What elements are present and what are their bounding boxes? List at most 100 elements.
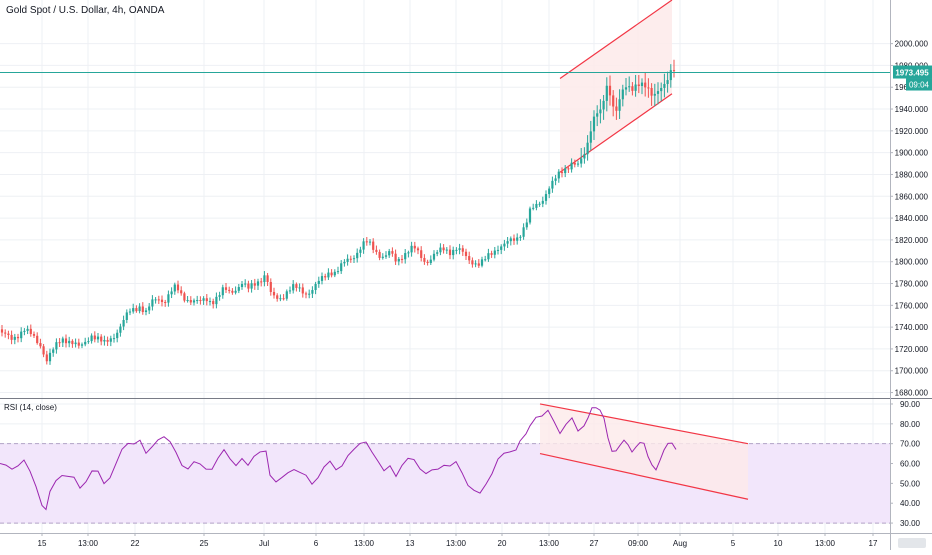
- candle-body: [621, 89, 624, 100]
- candle-body: [624, 87, 628, 90]
- candle-body: [192, 300, 196, 303]
- candle-body: [388, 251, 391, 256]
- candle-body: [144, 310, 148, 313]
- candle-body: [599, 109, 602, 114]
- candle-body: [317, 280, 320, 284]
- candle-body: [352, 258, 356, 260]
- candle-body: [672, 70, 676, 72]
- candle-body: [167, 294, 170, 303]
- candle-body: [586, 142, 589, 155]
- candle-body: [516, 237, 519, 241]
- candle-body: [266, 275, 269, 282]
- candle-body: [525, 222, 528, 228]
- candle-body: [84, 341, 87, 345]
- candle-body: [349, 258, 352, 260]
- candle-body: [55, 342, 58, 350]
- candle-body: [474, 263, 477, 265]
- candle-body: [442, 247, 445, 251]
- candle-body: [669, 70, 672, 81]
- price-tick-label: 1780.000: [895, 280, 929, 289]
- candle-body: [32, 334, 36, 336]
- x-tick-label: 13:00: [539, 539, 560, 548]
- x-tick-label: Aug: [673, 539, 687, 548]
- candle-body: [458, 248, 461, 250]
- candle-body: [71, 340, 74, 345]
- candle-body: [205, 298, 208, 302]
- candle-body: [228, 289, 231, 291]
- candle-body: [455, 249, 458, 251]
- candle-body: [365, 241, 368, 243]
- candle-body: [128, 311, 132, 313]
- candle-body: [663, 83, 666, 88]
- candle-body: [628, 86, 631, 88]
- candle-body: [381, 256, 384, 258]
- candle-body: [93, 335, 96, 340]
- candle-body: [224, 287, 228, 290]
- candle-body: [160, 299, 164, 303]
- candle-body: [109, 338, 112, 342]
- candle-body: [400, 258, 404, 260]
- candle-body: [189, 300, 192, 303]
- candle-body: [500, 246, 503, 250]
- candle-body: [116, 332, 119, 339]
- x-tick-label: 20: [498, 539, 507, 548]
- candle-body: [410, 245, 413, 253]
- price-tick-label: 1920.000: [895, 127, 929, 136]
- candle-body: [282, 298, 285, 300]
- candle-body: [45, 354, 48, 362]
- candle-body: [477, 263, 480, 266]
- candle-body: [212, 301, 215, 305]
- candle-body: [26, 328, 29, 331]
- candle-body: [314, 283, 317, 291]
- candle-body: [231, 290, 234, 293]
- candle-body: [503, 243, 506, 247]
- x-tick-label: 25: [200, 539, 209, 548]
- candle-body: [180, 290, 183, 294]
- rsi-channel-fill: [540, 403, 748, 500]
- price-tick-label: 1900.000: [895, 149, 929, 158]
- candle-body: [196, 300, 199, 302]
- x-tick-label: 13:00: [446, 539, 467, 548]
- candle-body: [324, 276, 327, 278]
- candle-body: [394, 253, 397, 262]
- candle-body: [221, 287, 224, 296]
- candle-body: [368, 241, 372, 243]
- candle-body: [468, 256, 471, 261]
- candle-body: [580, 158, 583, 164]
- rsi-title: RSI (14, close): [4, 403, 57, 412]
- price-tick-label: 1840.000: [895, 214, 929, 223]
- rsi-band: [0, 443, 890, 524]
- candle-body: [346, 258, 349, 262]
- candle-body: [573, 162, 576, 165]
- price-tick-label: 1700.000: [895, 367, 929, 376]
- candle-body: [448, 249, 452, 256]
- candle-body: [445, 249, 448, 251]
- candle-body: [327, 272, 330, 278]
- candle-body: [634, 84, 637, 91]
- rsi-tick-label: 60.00: [900, 460, 921, 469]
- last-price-badge: [893, 65, 932, 79]
- x-tick-label: 09:00: [628, 539, 649, 548]
- price-channel-fill: [560, 0, 672, 173]
- countdown-label: 09:04: [909, 81, 930, 90]
- candle-body: [583, 154, 586, 159]
- rsi-tick-label: 30.00: [900, 519, 921, 528]
- candle-body: [279, 298, 282, 300]
- candle-body: [333, 271, 336, 276]
- candle-body: [29, 328, 32, 335]
- rsi-line: [0, 407, 677, 511]
- candle-body: [132, 308, 135, 312]
- x-tick-label: 27: [590, 539, 599, 548]
- candle-body: [615, 106, 618, 111]
- candle-body: [592, 116, 596, 132]
- candle-body: [237, 287, 240, 291]
- candle-body: [23, 330, 26, 332]
- candle-body: [484, 259, 487, 261]
- x-tick-label: 10: [774, 539, 783, 548]
- candle-body: [20, 331, 23, 339]
- candle-body: [576, 163, 580, 165]
- candle-body: [148, 306, 151, 311]
- candle-body: [36, 335, 39, 344]
- candle-body: [250, 283, 253, 289]
